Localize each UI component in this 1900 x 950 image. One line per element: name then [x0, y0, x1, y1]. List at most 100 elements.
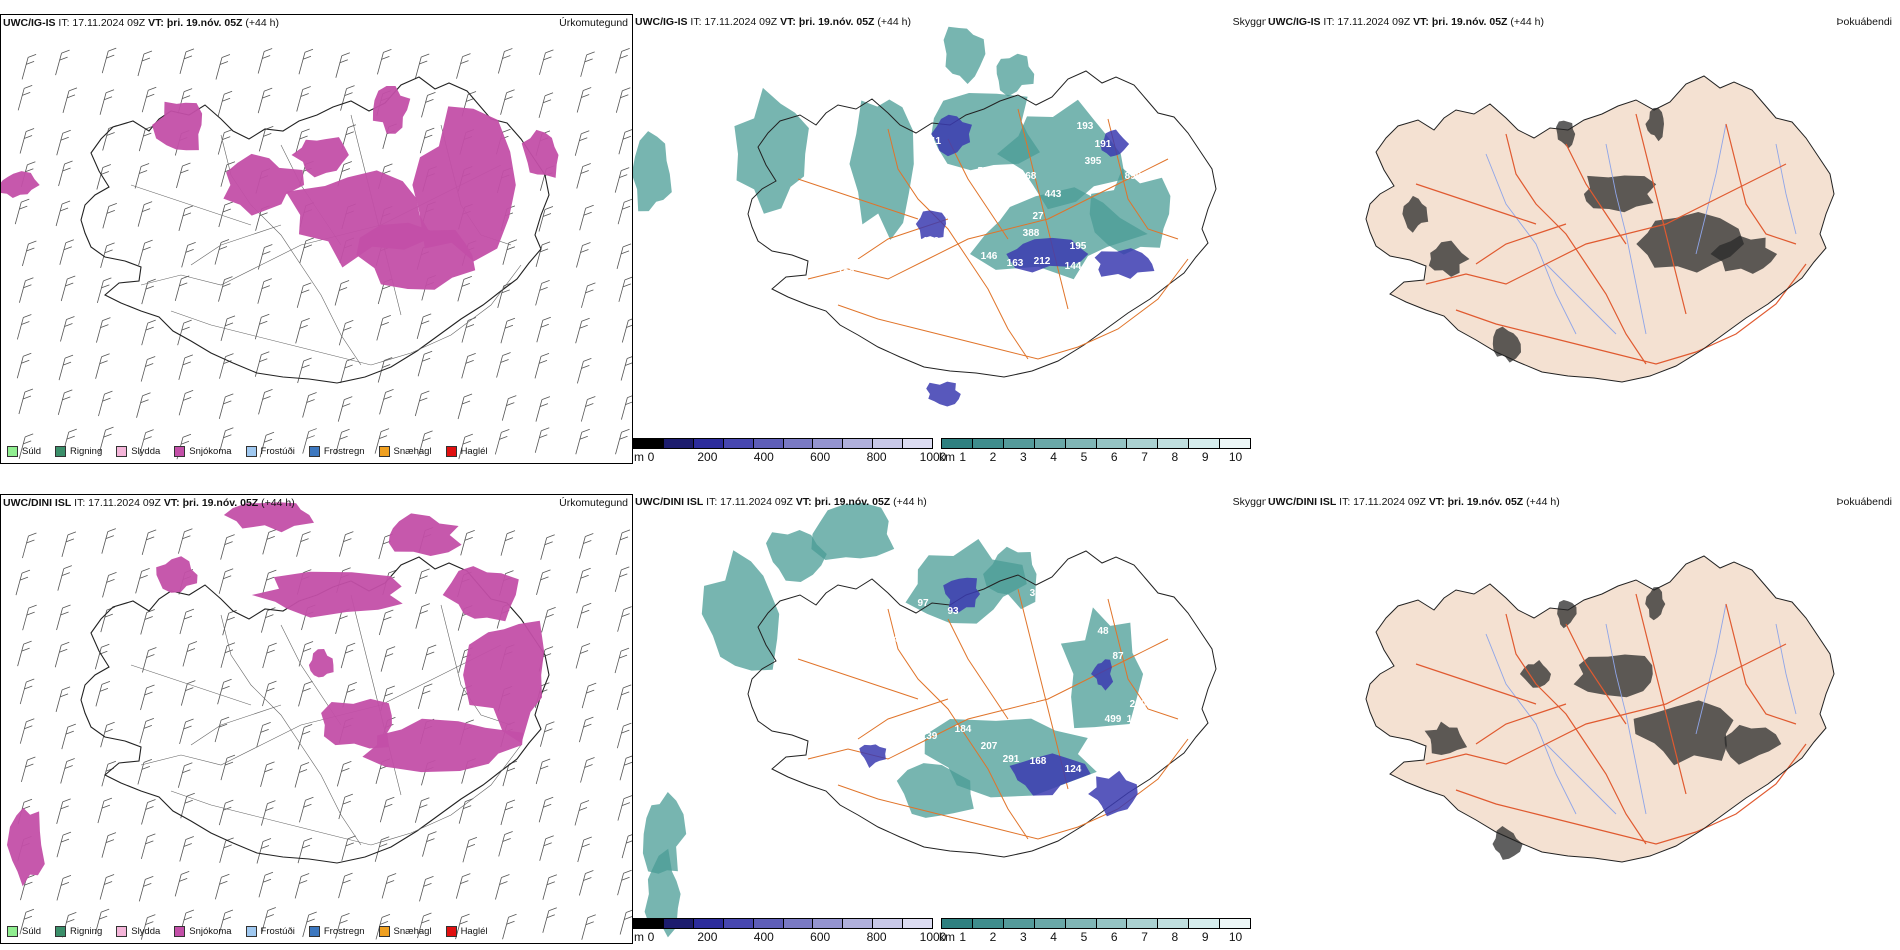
wind-barb: [141, 799, 156, 825]
fog-area: [1428, 240, 1470, 277]
wind-barb: [174, 870, 190, 897]
wind-barb: [220, 534, 235, 560]
wind-barb: [542, 874, 557, 900]
wind-barb: [618, 276, 632, 302]
iceland-outline: [747, 550, 1217, 858]
colorbar-box: [693, 919, 724, 928]
ceiling-area: [1009, 753, 1091, 796]
ceiling-label: 163: [1007, 258, 1024, 269]
visibility-area: [701, 550, 780, 671]
legend-label: Slydda: [131, 926, 161, 937]
wind-barb: [182, 641, 198, 667]
wind-barb: [54, 641, 70, 668]
legend-item: Súld: [7, 446, 41, 457]
panel-title: Úrkomutegund: [559, 17, 628, 29]
ceiling-label: 388: [1023, 228, 1040, 239]
wind-barb: [575, 643, 591, 669]
ceiling-label: 159: [923, 236, 940, 247]
ceiling-label: 281: [1020, 694, 1037, 705]
wind-barb: [415, 568, 430, 595]
snow-area: [223, 502, 314, 533]
legend-label: Snæhagl: [393, 926, 432, 937]
wind-barb: [214, 873, 230, 900]
colorbar-unit: km: [939, 930, 955, 944]
wind-barb: [218, 276, 233, 302]
legend-label: Rigning: [70, 446, 103, 457]
wind-barb: [539, 49, 554, 75]
ceiling-area: [1088, 770, 1138, 817]
wind-barb: [62, 87, 78, 114]
colorbar-box: [903, 439, 933, 448]
fog-area: [1519, 660, 1551, 688]
wind-barb: [418, 430, 433, 456]
legend-swatch: [445, 926, 457, 937]
wind-barb: [574, 800, 590, 826]
wind-barb: [374, 836, 390, 862]
river: [1775, 623, 1797, 715]
colorbar-tick: 3: [1019, 450, 1027, 464]
visibility-panel-top: UWC/IG-IS IT: 17.11.2024 09Z VT: þri. 19…: [633, 14, 1266, 464]
wind-barb: [341, 835, 356, 861]
river: [1485, 153, 1577, 335]
fog-area: [1724, 724, 1782, 765]
ceiling-label: 195: [1070, 241, 1087, 252]
wind-barb: [296, 86, 311, 112]
ceiling-label: 188: [1127, 714, 1144, 725]
wind-barb: [615, 87, 631, 113]
colorbar-tick: 10: [1228, 450, 1243, 464]
ceiling-label: 48: [1097, 626, 1109, 637]
wind-barb: [259, 431, 275, 458]
wind-barb: [575, 317, 590, 344]
visibility-panel-bottom: UWC/DINI ISL IT: 17.11.2024 09Z VT: þri.…: [633, 494, 1266, 944]
colorbar-box: [723, 919, 754, 928]
fog-panel-top: UWC/IG-IS IT: 17.11.2024 09Z VT: þri. 19…: [1266, 14, 1900, 464]
ceiling-area: [1100, 129, 1130, 157]
ceiling-label: 97: [917, 598, 929, 609]
colorbar-box: [634, 439, 664, 448]
wind-barb: [536, 316, 551, 343]
wind-barb: [60, 275, 76, 302]
wind-barb: [502, 913, 517, 940]
wind-barb: [220, 642, 236, 668]
wind-barb: [140, 356, 156, 382]
ceiling-label: 193: [1077, 121, 1094, 132]
ceiling-area: [1091, 659, 1114, 691]
wind-barb: [576, 358, 592, 384]
legend-swatch: [245, 926, 257, 937]
colorbar-box: [723, 439, 754, 448]
legend-item: Súld: [7, 926, 41, 937]
wind-barb: [615, 529, 631, 556]
colorbar-tick: 5: [1080, 450, 1088, 464]
wind-barb: [577, 836, 592, 863]
ceiling-label: 291: [1003, 754, 1020, 765]
snow-area: [308, 649, 334, 678]
wind-barb: [338, 872, 353, 899]
fog-area: [1424, 721, 1468, 755]
wind-barb: [416, 313, 432, 339]
colorbar-tick: 4: [1050, 450, 1057, 464]
colorbar-tick: 6: [1110, 930, 1118, 944]
wind-barb: [541, 607, 556, 633]
snow-area: [372, 86, 411, 134]
wind-barb: [495, 874, 510, 900]
legend-item: Slydda: [116, 926, 160, 937]
precip-legend: Súld Rigning Slydda Snjókoma Frostúði Frostre…: [7, 926, 502, 937]
snow-area: [362, 718, 523, 773]
colorbar-box: [783, 439, 814, 448]
wind-barb: [580, 757, 595, 783]
ceiling-label: 149: [945, 192, 962, 203]
wind-barb: [61, 531, 77, 557]
wind-barb: [335, 428, 350, 455]
wind-barb: [141, 86, 157, 113]
ceiling-area: [926, 381, 961, 407]
ceiling-area: [859, 744, 887, 768]
wind-barb: [58, 160, 73, 187]
ceiling-colorbar: m 0 200 400 600 800 1000: [633, 438, 946, 464]
visibility-area: [642, 792, 687, 874]
fog-area: [1402, 195, 1429, 233]
colorbar-box: [1158, 439, 1190, 448]
wind-barb: [500, 89, 515, 115]
colorbar-tick: 3: [1019, 930, 1027, 944]
visibility-map: 347 97 301 65 93 64 99 185 874 184 139 281 207 291 168…: [642, 502, 1217, 938]
wind-barb: [19, 908, 35, 935]
